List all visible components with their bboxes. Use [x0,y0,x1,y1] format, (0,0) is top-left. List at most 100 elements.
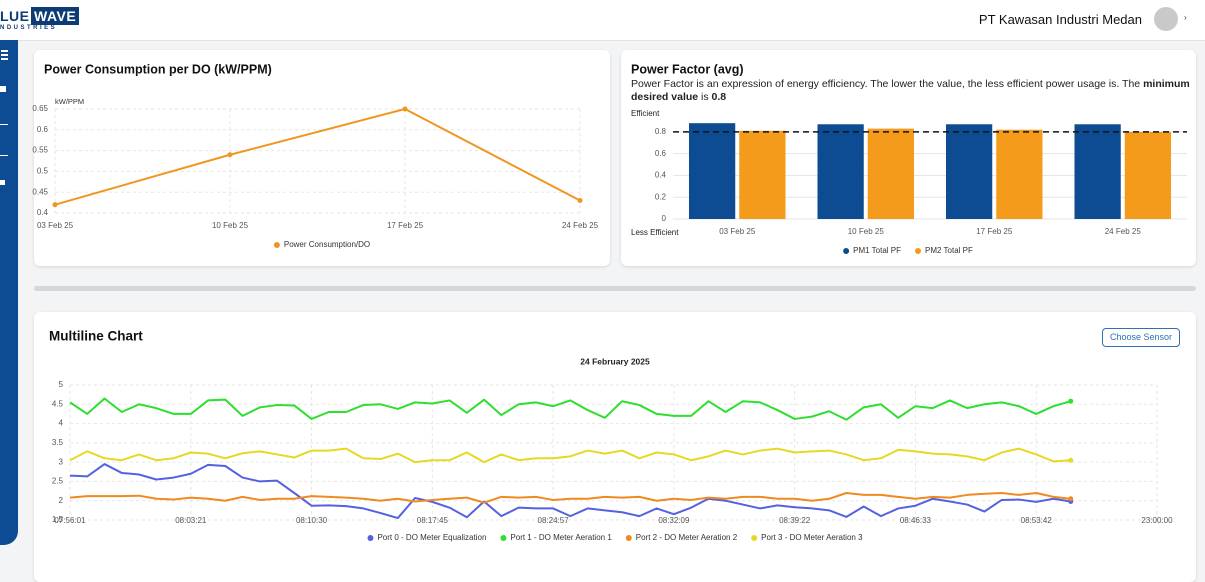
y-tick-label: 0.6 [37,125,49,134]
legend-label: PM2 Total PF [925,246,973,255]
y-tick-label: 2 [59,496,64,505]
y-tick-label: 3.5 [52,438,64,447]
data-point [402,106,408,112]
bar [867,128,915,219]
bar [688,123,736,219]
subtitle-bold: 0.8 [711,91,727,103]
y-tick-label: 0.4 [37,208,49,217]
x-tick-label: 23:00:00 [1141,516,1173,525]
legend-label: Port 0 - DO Meter Equalization [377,533,486,542]
header: LUE WAVE NDUSTRIES PT Kawasan Industri M… [0,0,1205,41]
data-point [1068,496,1074,502]
y-tick-label: 5 [59,380,64,389]
x-tick-label: 08:17:45 [417,516,449,525]
x-tick-label: 08:53:42 [1021,516,1053,525]
panel [34,312,1196,582]
less-efficient-label: Less Efficient [631,228,679,237]
choose-sensor-button[interactable]: Choose Sensor [1102,328,1180,347]
logo-box: WAVE [31,7,80,25]
logo-text: LUE [0,8,30,24]
avatar[interactable] [1154,7,1178,31]
chart-title: Power Factor (avg) [631,62,744,76]
chevron[interactable]: › [1184,13,1187,22]
legend: PM1 Total PF PM2 Total PF [843,246,973,255]
data-point [1068,398,1074,404]
legend-label: Power Consumption/DO [284,240,370,249]
legend-swatch [915,248,921,254]
subtitle-bold: minimum desired value [631,78,1190,103]
y-tick-label: 1.5 [52,515,64,524]
bar [945,124,993,219]
x-tick-label: 24 Feb 25 [562,221,599,230]
nav-icon[interactable] [0,120,8,125]
y-tick-label: 0.45 [32,187,48,196]
x-tick-label: 17 Feb 25 [976,227,1013,236]
series-line [54,108,581,206]
bar [1124,131,1172,219]
x-tick-label: 17 Feb 25 [387,221,424,230]
scrollbar[interactable] [34,286,1196,291]
chart-subtitle: 24 February 2025 [580,356,650,366]
y-tick-label: 0.6 [655,149,667,158]
data-point [52,202,58,208]
legend-swatch [273,242,280,248]
logo-sub: NDUSTRIES [0,25,58,31]
legend-swatch [625,535,632,541]
legend-swatch [500,535,507,541]
x-tick-label: 03 Feb 25 [37,221,74,230]
series-line [69,447,1071,464]
nav-icon[interactable] [0,180,5,185]
x-tick-label: 10 Feb 25 [848,227,885,236]
legend-swatch [751,535,758,541]
legend: Port 0 - DO Meter Equalization Port 1 - D… [367,533,863,542]
x-tick-label: 03 Feb 25 [719,227,756,236]
x-tick-label: 10 Feb 25 [212,221,249,230]
y-tick-label: 0.2 [655,192,667,201]
efficient-label: Efficient [631,109,660,118]
sidebar [0,40,18,545]
x-tick-label: 08:39:22 [779,516,811,525]
series-line [69,397,1072,421]
y-tick-label: 2.5 [52,477,64,486]
chart-subtitle: Power Factor is an expression of energy … [631,78,1191,104]
nav-icon[interactable] [0,151,8,156]
y-tick-label: 0.4 [655,171,667,180]
x-tick-label: 08:24:57 [538,516,570,525]
data-point [577,198,583,204]
legend-label: Port 1 - DO Meter Aeration 1 [510,533,612,542]
legend-swatch [843,248,850,254]
bar [996,129,1043,219]
data-point [1068,457,1074,463]
y-tick-label: 0.65 [32,104,48,113]
y-tick-label: 3 [59,457,64,466]
legend-label: Port 2 - DO Meter Aeration 2 [636,533,738,542]
x-tick-label: 08:46:33 [900,516,932,525]
x-tick-label: 08:10:30 [296,516,328,525]
x-tick-label: 08:32:09 [658,516,690,525]
x-tick-label: 24 Feb 25 [1105,227,1142,236]
subtitle-text: is [698,91,712,103]
data-point [227,152,233,158]
menu-icon[interactable] [1,50,8,52]
y-axis-label: kW/PPM [55,97,84,106]
y-tick-label: 4 [59,419,64,428]
legend-label: Port 3 - DO Meter Aeration 3 [761,533,863,542]
y-tick-label: 0.55 [32,146,48,155]
y-tick-label: 4.5 [52,399,64,408]
bar [817,124,864,219]
y-tick-label: 0.8 [655,127,667,136]
panel [34,50,610,266]
y-tick-label: 0.5 [37,167,49,176]
company-name: PT Kawasan Industri Medan [978,12,1142,27]
legend-label: PM1 Total PF [853,246,901,255]
legend-swatch [367,535,374,541]
subtitle-text: Power Factor is an expression of energy … [631,78,1144,90]
bar [739,130,786,219]
home-icon[interactable] [0,86,6,92]
button-label: Choose Sensor [1109,332,1173,342]
chart-title: Multiline Chart [49,329,143,344]
legend: Power Consumption/DO [273,240,370,249]
x-tick-label: 07:56:01 [54,516,86,525]
bar [1074,124,1121,219]
